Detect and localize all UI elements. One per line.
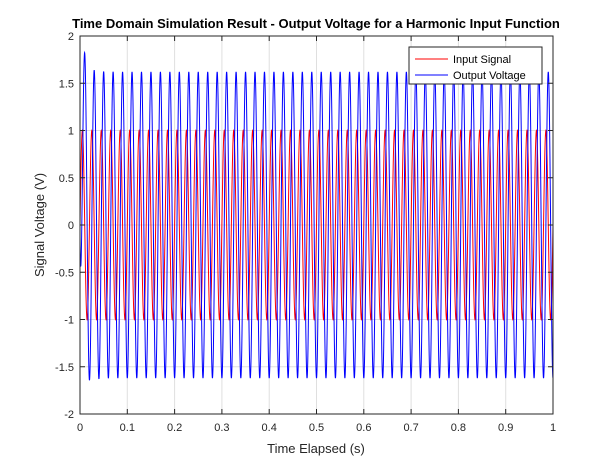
y-tick-label: 0 (68, 220, 74, 232)
x-axis-label: Time Elapsed (s) (267, 441, 365, 456)
chart-title: Time Domain Simulation Result - Output V… (72, 16, 560, 31)
x-tick-label: 0.6 (356, 422, 371, 434)
legend: Input Signal Output Voltage (408, 46, 543, 85)
y-tick-label: -2 (64, 409, 74, 421)
x-tick-label: 0.8 (451, 422, 466, 434)
x-tick-label: 0.5 (309, 422, 324, 434)
x-tick-label: 0 (77, 422, 83, 434)
y-tick-label: 1.5 (59, 78, 74, 90)
x-tick-label: 0.3 (214, 422, 229, 434)
y-axis-label: Signal Voltage (V) (32, 173, 47, 277)
legend-label-input-signal: Input Signal (453, 54, 511, 66)
legend-label-output-voltage: Output Voltage (453, 70, 526, 82)
y-tick-label: 0.5 (59, 173, 74, 185)
x-tick-label: 0.2 (167, 422, 182, 434)
x-tick-label: 1 (550, 422, 556, 434)
y-tick-label: -1.5 (55, 362, 74, 374)
x-tick-label: 0.1 (120, 422, 135, 434)
x-tick-label: 0.9 (498, 422, 513, 434)
x-tick-label: 0.4 (262, 422, 277, 434)
series-line-output-voltage (79, 50, 554, 381)
legend-box (408, 46, 543, 85)
x-tick-label: 0.7 (403, 422, 418, 434)
axis-ticks: 0 0.1 0.2 0.3 0.4 0.5 0.6 0.7 0.8 0.9 1 -2 -1.5 -1 -0.… (55, 31, 556, 434)
series-layer (79, 50, 554, 381)
y-tick-label: 2 (68, 31, 74, 43)
y-tick-label: -1 (64, 315, 74, 327)
y-tick-label: -0.5 (55, 267, 74, 279)
y-tick-label: 1 (68, 126, 74, 138)
